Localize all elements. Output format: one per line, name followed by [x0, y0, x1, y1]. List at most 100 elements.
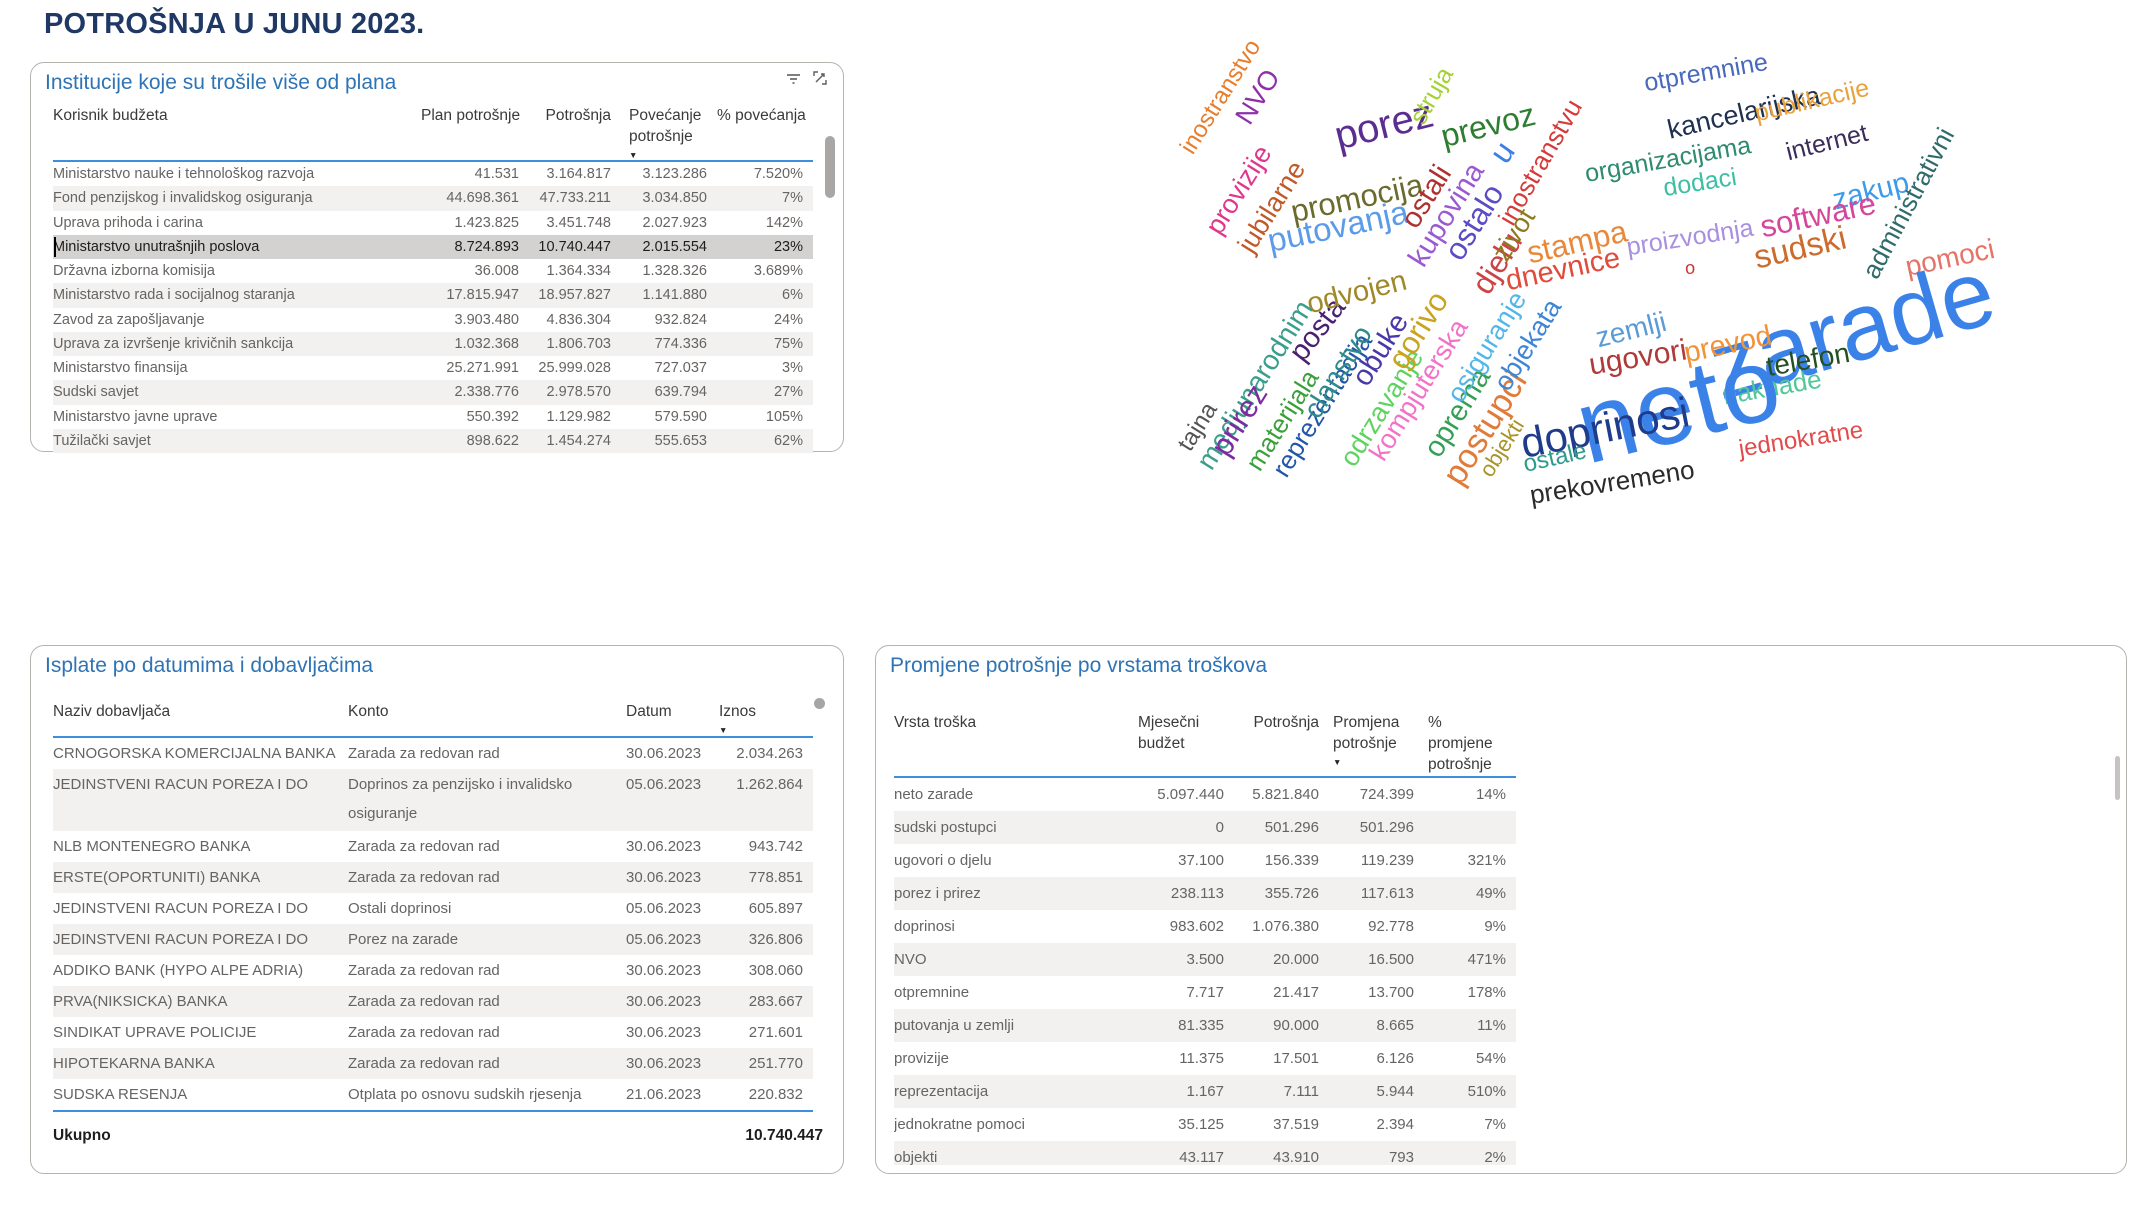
column-header[interactable]: Potrošnja [1234, 712, 1329, 733]
table-row[interactable]: NLB MONTENEGRO BANKA Zarada za redovan ra… [53, 831, 813, 862]
table-cell: Zarada za redovan rad [348, 838, 500, 855]
column-header[interactable]: % promjene potrošnje [1424, 712, 1516, 775]
sort-descending-icon[interactable]: ▼ [1333, 757, 1342, 767]
wordcloud-word[interactable]: otpremnine [1641, 47, 1770, 97]
table-row[interactable]: Ministarstvo javne uprave 550.392 1.129.98… [53, 404, 813, 429]
table-row[interactable]: Ministarstvo nauke i tehnološkog razvoja… [53, 162, 813, 187]
table-cell: 37.100 [1178, 852, 1224, 869]
table-row[interactable]: JEDINSTVENI RACUN POREZA I DO Doprinos za… [53, 769, 813, 831]
table-cell: 2.015.554 [642, 238, 707, 255]
table-cell: 2.978.570 [546, 384, 611, 401]
table-cell: Ministarstvo rada i socijalnog staranja [53, 287, 295, 304]
table-row[interactable]: objekti 43.117 43.910 793 2% [894, 1141, 1516, 1165]
table-cell: 119.239 [1360, 852, 1414, 869]
focus-mode-icon[interactable] [813, 71, 827, 90]
table-row[interactable]: NVO 3.500 20.000 16.500 471% [894, 943, 1516, 976]
table-row[interactable]: SINDIKAT UPRAVE POLICIJE Zarada za redova… [53, 1017, 813, 1048]
table-row[interactable]: Zavod za zapošljavanje 3.903.480 4.836.304… [53, 307, 813, 332]
column-header[interactable]: Naziv dobavljača [53, 701, 348, 722]
table-cell: 778.851 [748, 869, 803, 886]
table-cell: 2% [1484, 1149, 1506, 1165]
table-cell: 30.06.2023 [626, 1055, 702, 1072]
table-row[interactable]: Državna izborna komisija 36.008 1.364.334 1… [53, 259, 813, 284]
table-row[interactable]: Sudski savjet 2.338.776 2.978.570 639.794 27… [53, 380, 813, 405]
column-header[interactable]: Konto [348, 701, 620, 722]
table-cell: 898.622 [466, 432, 519, 449]
column-header[interactable]: Plan potrošnje [421, 105, 529, 126]
column-header[interactable]: Vrsta troška [894, 712, 1134, 733]
table-row[interactable]: porez i prirez 238.113 355.726 117.613 49% [894, 877, 1516, 910]
table-row[interactable]: Ministarstvo finansija 25.271.991 25.999.0… [53, 356, 813, 381]
table-row[interactable]: Tužilački savjet 898.622 1.454.274 555.653 6… [53, 428, 813, 453]
column-header[interactable]: Korisnik budžeta [53, 105, 421, 126]
table-cell: 2.338.776 [454, 384, 519, 401]
table-row[interactable]: ugovori o djelu 37.100 156.339 119.239 321% [894, 844, 1516, 877]
table-cell: provizije [894, 1050, 950, 1067]
table-row[interactable]: reprezentacija 1.167 7.111 5.944 510% [894, 1075, 1516, 1108]
table-row[interactable]: sudski postupci 0 501.296 501.296 [894, 811, 1516, 844]
column-header[interactable]: Promjena potrošnje ▼ [1329, 712, 1424, 767]
table-row[interactable]: provizije 11.375 17.501 6.126 54% [894, 1042, 1516, 1075]
column-header[interactable]: Datum [620, 701, 715, 722]
table-row[interactable]: Ministarstvo rada i socijalnog staranja 1… [53, 283, 813, 308]
table-cell: 92.778 [1368, 918, 1414, 935]
table-cell: 41.531 [474, 166, 519, 182]
wordcloud-word[interactable]: o [1685, 257, 1696, 278]
table-cell: 178% [1467, 984, 1506, 1001]
table-row[interactable]: SUDSKA RESENJA Otplata po osnovu sudskih … [53, 1079, 813, 1110]
column-header[interactable]: % povećanja [717, 105, 813, 126]
table-cell: Zarada za redovan rad [348, 962, 500, 979]
table-cell: 21.417 [1273, 984, 1319, 1001]
table-cell: 3.451.748 [546, 214, 611, 231]
table-cell: 10.740.447 [538, 238, 611, 255]
column-header[interactable]: Potrošnja [529, 105, 621, 126]
table-row[interactable]: doprinosi 983.602 1.076.380 92.778 9% [894, 910, 1516, 943]
column-header[interactable]: Iznos ▼ [715, 701, 813, 735]
table-row[interactable]: ERSTE(OPORTUNITI) BANKA Zarada za redovan… [53, 862, 813, 893]
table-cell: 5.821.840 [1252, 786, 1319, 803]
table-row[interactable]: Fond penzijskog i invalidskog osiguranja… [53, 186, 813, 211]
table-cell: 283.667 [748, 993, 803, 1010]
wordcloud-word[interactable]: proizvodnja [1624, 213, 1756, 262]
selection-caret [54, 236, 56, 257]
table-cell: 555.653 [654, 432, 707, 449]
column-header[interactable]: Mjesečni budžet [1134, 712, 1234, 754]
vertical-scrollbar[interactable] [2115, 756, 2120, 800]
expense-wordcloud: inostranstvo NVO porez struja prevoz u inostra… [860, 15, 2155, 510]
table-cell: 1.454.274 [546, 432, 611, 449]
table-row[interactable]: HIPOTEKARNA BANKA Zarada za redovan rad 30… [53, 1048, 813, 1079]
table-cell: JEDINSTVENI RACUN POREZA I DO [53, 931, 309, 948]
table-row[interactable]: CRNOGORSKA KOMERCIJALNA BANKA Zarada za r… [53, 738, 813, 769]
filter-icon[interactable] [786, 72, 801, 90]
table-cell: porez i prirez [894, 885, 981, 902]
sort-descending-icon[interactable]: ▼ [719, 725, 728, 735]
table-cell: 4.836.304 [546, 311, 611, 328]
table-cell: 983.602 [1169, 918, 1224, 935]
table-row[interactable]: Uprava za izvršenje krivičnih sankcija 1.… [53, 331, 813, 356]
wordcloud-word[interactable]: internet [1783, 118, 1872, 167]
table-row[interactable]: Uprava prihoda i carina 1.423.825 3.451.74… [53, 210, 813, 235]
vertical-scrollbar[interactable] [825, 136, 835, 198]
wordcloud-word[interactable]: u [1482, 134, 1523, 170]
table-cell: NLB MONTENEGRO BANKA [53, 838, 251, 855]
table-row[interactable]: ADDIKO BANK (HYPO ALPE ADRIA) Zarada za r… [53, 955, 813, 986]
table-row[interactable]: JEDINSTVENI RACUN POREZA I DO Ostali dopr… [53, 893, 813, 924]
table-row[interactable]: putovanja u zemlji 81.335 90.000 8.665 11% [894, 1009, 1516, 1042]
table-cell: 2.034.263 [736, 745, 803, 762]
column-header[interactable]: Povećanje potrošnje ▼ [621, 105, 717, 160]
table-row[interactable]: jednokratne pomoci 35.125 37.519 2.394 7% [894, 1108, 1516, 1141]
table-cell: 18.957.827 [538, 287, 611, 304]
total-row: Ukupno 10.740.447 [53, 1119, 833, 1145]
table-row[interactable]: neto zarade 5.097.440 5.821.840 724.399 14% [894, 778, 1516, 811]
table-cell: 3.123.286 [642, 166, 707, 182]
table-cell: Porez na zarade [348, 931, 459, 948]
table-row[interactable]: PRVA(NIKSICKA) BANKA Zarada za redovan ra… [53, 986, 813, 1017]
table-cell: 156.339 [1264, 852, 1319, 869]
table-cell: 793 [1388, 1149, 1414, 1165]
table-row[interactable]: JEDINSTVENI RACUN POREZA I DO Porez na za… [53, 924, 813, 955]
table-row[interactable]: otpremnine 7.717 21.417 13.700 178% [894, 976, 1516, 1009]
table-row[interactable]: Ministarstvo unutrašnjih poslova 8.724.89… [53, 234, 813, 259]
table-cell: 579.590 [654, 408, 707, 425]
sort-descending-icon[interactable]: ▼ [629, 150, 638, 160]
table-cell: 7.520% [753, 166, 803, 182]
